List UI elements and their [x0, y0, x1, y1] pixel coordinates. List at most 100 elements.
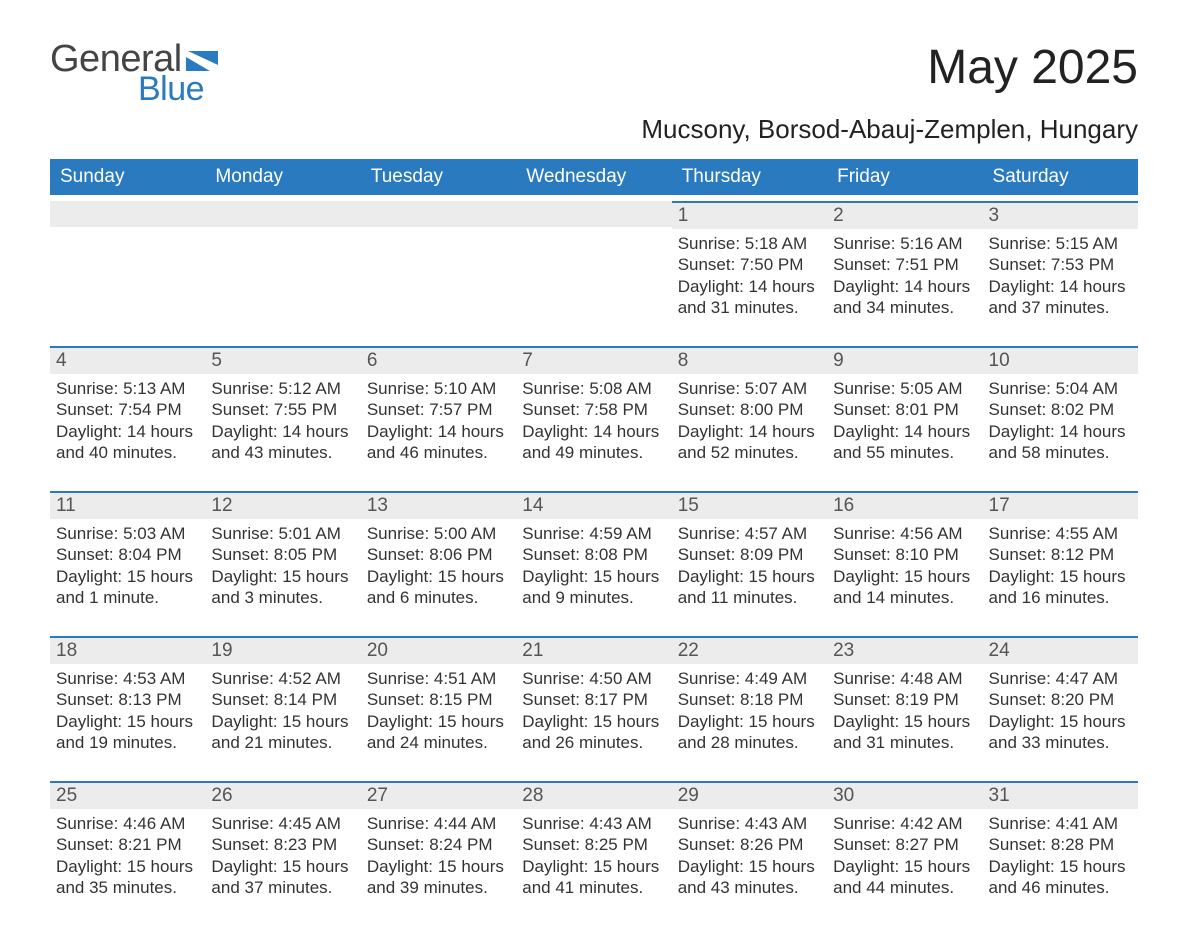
- sunset-text: Sunset: 8:24 PM: [367, 834, 510, 855]
- daylight-text: Daylight: 15 hours and 28 minutes.: [678, 711, 821, 754]
- sunset-text: Sunset: 8:06 PM: [367, 544, 510, 565]
- sunset-text: Sunset: 7:50 PM: [678, 254, 821, 275]
- calendar-day-cell: 2Sunrise: 5:16 AMSunset: 7:51 PMDaylight…: [827, 201, 982, 340]
- weekday-header-cell: Thursday: [672, 159, 827, 195]
- day-number-bar: 22: [672, 636, 827, 664]
- day-number-bar: 6: [361, 346, 516, 374]
- day-number: 25: [56, 785, 77, 806]
- flag-icon: [186, 51, 218, 71]
- calendar-day-cell: [516, 201, 671, 340]
- calendar-day-cell: 31Sunrise: 4:41 AMSunset: 8:28 PMDayligh…: [983, 781, 1138, 920]
- day-number: 24: [989, 640, 1010, 661]
- calendar-day-cell: [205, 201, 360, 340]
- day-number: 18: [56, 640, 77, 661]
- sunset-text: Sunset: 8:17 PM: [522, 689, 665, 710]
- calendar-day-cell: 23Sunrise: 4:48 AMSunset: 8:19 PMDayligh…: [827, 636, 982, 775]
- calendar-day-cell: [361, 201, 516, 340]
- daylight-text: Daylight: 14 hours and 58 minutes.: [989, 421, 1132, 464]
- sunrise-text: Sunrise: 4:43 AM: [678, 813, 821, 834]
- daylight-text: Daylight: 15 hours and 1 minute.: [56, 566, 199, 609]
- sunrise-text: Sunrise: 4:41 AM: [989, 813, 1132, 834]
- day-number: 5: [211, 350, 222, 371]
- page-title: May 2025: [927, 40, 1138, 95]
- sunset-text: Sunset: 7:55 PM: [211, 399, 354, 420]
- calendar-day-cell: 13Sunrise: 5:00 AMSunset: 8:06 PMDayligh…: [361, 491, 516, 630]
- day-number-bar: 27: [361, 781, 516, 809]
- sunrise-text: Sunrise: 5:12 AM: [211, 378, 354, 399]
- calendar-day-cell: 16Sunrise: 4:56 AMSunset: 8:10 PMDayligh…: [827, 491, 982, 630]
- day-number: 29: [678, 785, 699, 806]
- day-number-bar: 18: [50, 636, 205, 664]
- day-number-bar: 28: [516, 781, 671, 809]
- sunset-text: Sunset: 8:02 PM: [989, 399, 1132, 420]
- day-number: 9: [833, 350, 844, 371]
- sunset-text: Sunset: 8:09 PM: [678, 544, 821, 565]
- sunset-text: Sunset: 8:15 PM: [367, 689, 510, 710]
- sunset-text: Sunset: 7:58 PM: [522, 399, 665, 420]
- sunrise-text: Sunrise: 4:44 AM: [367, 813, 510, 834]
- day-number-bar: 7: [516, 346, 671, 374]
- sunset-text: Sunset: 8:20 PM: [989, 689, 1132, 710]
- calendar-day-cell: 1Sunrise: 5:18 AMSunset: 7:50 PMDaylight…: [672, 201, 827, 340]
- day-number-bar: 4: [50, 346, 205, 374]
- sunset-text: Sunset: 8:12 PM: [989, 544, 1132, 565]
- sunrise-text: Sunrise: 5:00 AM: [367, 523, 510, 544]
- sunrise-text: Sunrise: 5:04 AM: [989, 378, 1132, 399]
- sunrise-text: Sunrise: 4:51 AM: [367, 668, 510, 689]
- daylight-text: Daylight: 15 hours and 39 minutes.: [367, 856, 510, 899]
- day-number: 23: [833, 640, 854, 661]
- sunset-text: Sunset: 8:21 PM: [56, 834, 199, 855]
- brand-text-blue: Blue: [138, 72, 218, 106]
- day-number: 7: [522, 350, 533, 371]
- calendar-day-cell: 26Sunrise: 4:45 AMSunset: 8:23 PMDayligh…: [205, 781, 360, 920]
- sunrise-text: Sunrise: 5:03 AM: [56, 523, 199, 544]
- day-number: 17: [989, 495, 1010, 516]
- calendar-day-cell: 5Sunrise: 5:12 AMSunset: 7:55 PMDaylight…: [205, 346, 360, 485]
- sunset-text: Sunset: 8:26 PM: [678, 834, 821, 855]
- sunrise-text: Sunrise: 4:50 AM: [522, 668, 665, 689]
- sunset-text: Sunset: 8:18 PM: [678, 689, 821, 710]
- daylight-text: Daylight: 14 hours and 46 minutes.: [367, 421, 510, 464]
- weekday-header-cell: Friday: [827, 159, 982, 195]
- daylight-text: Daylight: 15 hours and 3 minutes.: [211, 566, 354, 609]
- daylight-text: Daylight: 14 hours and 40 minutes.: [56, 421, 199, 464]
- day-number: 15: [678, 495, 699, 516]
- daylight-text: Daylight: 15 hours and 16 minutes.: [989, 566, 1132, 609]
- sunset-text: Sunset: 7:53 PM: [989, 254, 1132, 275]
- day-number: 20: [367, 640, 388, 661]
- calendar-week-row: 11Sunrise: 5:03 AMSunset: 8:04 PMDayligh…: [50, 491, 1138, 630]
- day-number-bar: 25: [50, 781, 205, 809]
- sunset-text: Sunset: 8:14 PM: [211, 689, 354, 710]
- sunset-text: Sunset: 8:00 PM: [678, 399, 821, 420]
- day-number: 13: [367, 495, 388, 516]
- day-number: 27: [367, 785, 388, 806]
- empty-day-bar: [50, 201, 205, 227]
- calendar-day-cell: 25Sunrise: 4:46 AMSunset: 8:21 PMDayligh…: [50, 781, 205, 920]
- day-number: 31: [989, 785, 1010, 806]
- sunset-text: Sunset: 7:51 PM: [833, 254, 976, 275]
- sunrise-text: Sunrise: 4:49 AM: [678, 668, 821, 689]
- day-number: 10: [989, 350, 1010, 371]
- daylight-text: Daylight: 15 hours and 26 minutes.: [522, 711, 665, 754]
- sunset-text: Sunset: 8:10 PM: [833, 544, 976, 565]
- sunrise-text: Sunrise: 4:55 AM: [989, 523, 1132, 544]
- daylight-text: Daylight: 14 hours and 37 minutes.: [989, 276, 1132, 319]
- sunset-text: Sunset: 7:57 PM: [367, 399, 510, 420]
- day-number-bar: 15: [672, 491, 827, 519]
- daylight-text: Daylight: 15 hours and 33 minutes.: [989, 711, 1132, 754]
- day-number-bar: 10: [983, 346, 1138, 374]
- day-number-bar: 29: [672, 781, 827, 809]
- daylight-text: Daylight: 14 hours and 34 minutes.: [833, 276, 976, 319]
- day-number: 3: [989, 205, 1000, 226]
- calendar-day-cell: 3Sunrise: 5:15 AMSunset: 7:53 PMDaylight…: [983, 201, 1138, 340]
- day-number-bar: 31: [983, 781, 1138, 809]
- sunset-text: Sunset: 7:54 PM: [56, 399, 199, 420]
- calendar-day-cell: 28Sunrise: 4:43 AMSunset: 8:25 PMDayligh…: [516, 781, 671, 920]
- sunset-text: Sunset: 8:19 PM: [833, 689, 976, 710]
- sunrise-text: Sunrise: 5:10 AM: [367, 378, 510, 399]
- daylight-text: Daylight: 15 hours and 24 minutes.: [367, 711, 510, 754]
- day-number-bar: 26: [205, 781, 360, 809]
- sunrise-text: Sunrise: 5:16 AM: [833, 233, 976, 254]
- sunrise-text: Sunrise: 4:45 AM: [211, 813, 354, 834]
- day-number: 28: [522, 785, 543, 806]
